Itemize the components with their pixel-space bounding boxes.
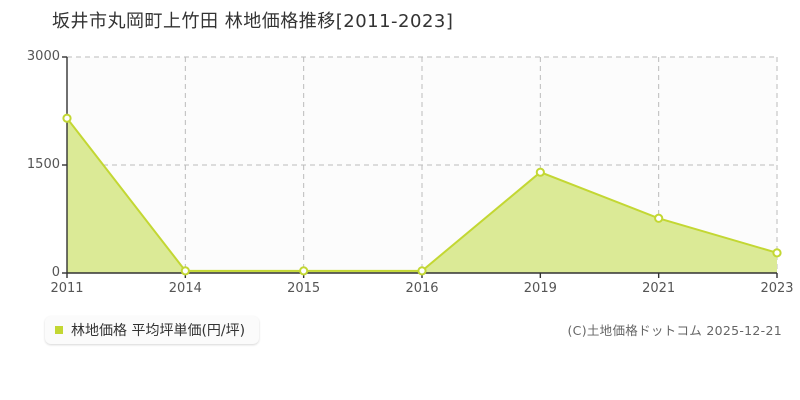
x-axis-tick-label: 2015	[287, 281, 321, 296]
y-axis-tick-label: 0	[51, 265, 60, 280]
x-axis-tick-label: 2019	[523, 281, 557, 296]
data-point-marker	[299, 266, 309, 276]
data-point-marker	[535, 167, 545, 177]
x-axis-tick-label: 2016	[405, 281, 439, 296]
data-point-marker	[180, 266, 190, 276]
legend-label: 林地価格 平均坪単価(円/坪)	[71, 323, 246, 339]
series-area-fill	[67, 118, 777, 273]
x-axis-tick-label: 2011	[50, 281, 84, 296]
x-axis-tick-label: 2021	[642, 281, 676, 296]
data-point-marker	[62, 113, 72, 123]
data-point-marker	[772, 248, 782, 258]
y-axis-tick-label: 3000	[26, 49, 60, 64]
chart-legend[interactable]: 林地価格 平均坪単価(円/坪)	[45, 316, 260, 344]
y-axis-tick-label: 1500	[26, 157, 60, 172]
copyright-notice: (C)土地価格ドットコム 2025-12-21	[567, 323, 782, 338]
data-point-marker	[654, 213, 664, 223]
data-point-marker	[417, 266, 427, 276]
chart-title: 坂井市丸岡町上竹田 林地価格推移[2011-2023]	[52, 7, 453, 33]
x-axis-tick-label: 2014	[168, 281, 202, 296]
chart-title-text: 坂井市丸岡町上竹田 林地価格推移[2011-2023]	[52, 11, 454, 32]
legend-marker-icon	[55, 326, 63, 334]
x-axis-tick-label: 2023	[760, 281, 794, 296]
